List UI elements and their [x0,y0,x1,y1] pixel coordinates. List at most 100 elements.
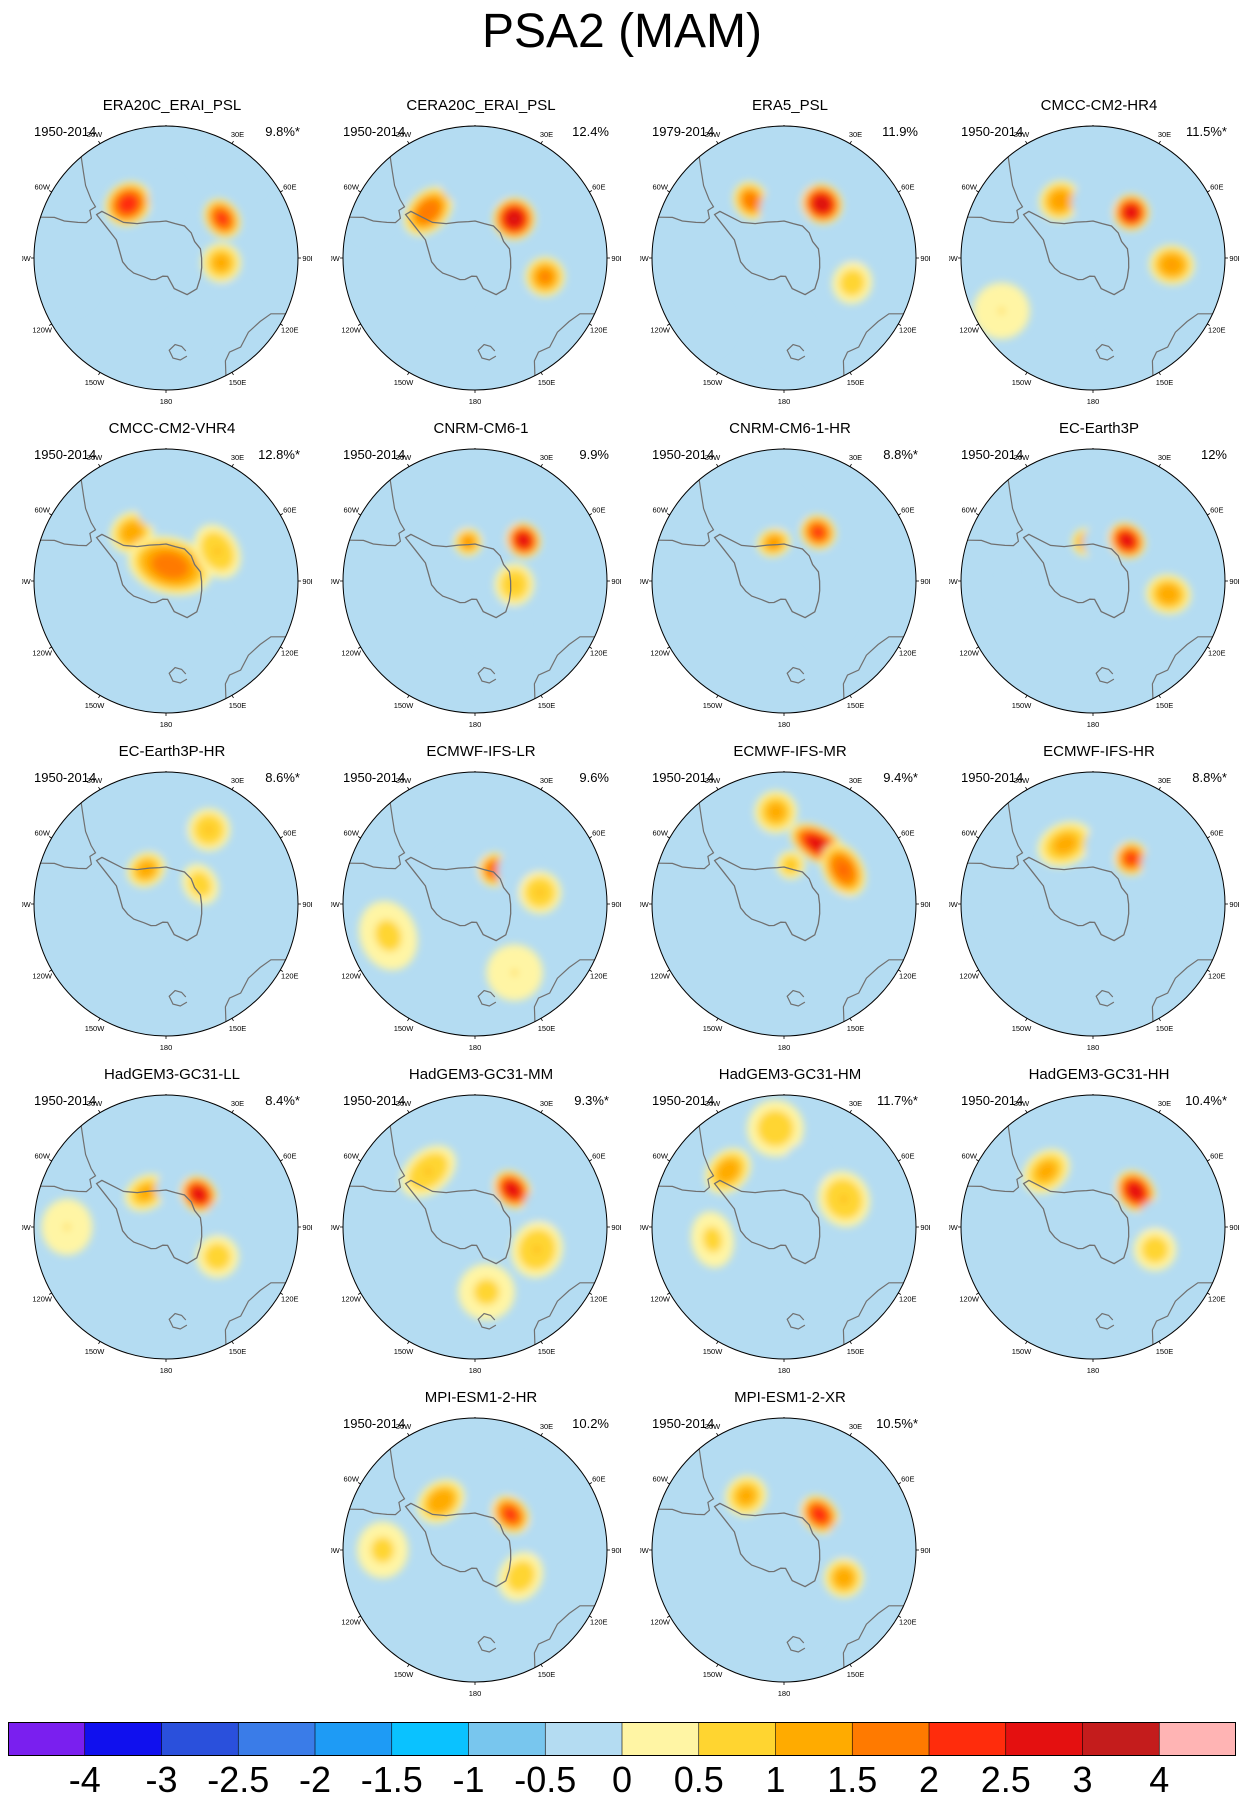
anomaly-contour [1141,1235,1169,1264]
colorbar-swatch [929,1722,1007,1756]
lon-label: 120E [899,649,917,658]
map-background [652,772,916,1036]
lon-tick [716,1341,719,1345]
lon-label: 150W [1012,1347,1033,1356]
map-panel: ECMWF-IFS-MR1950-20149.4%*030E60E90E120E… [640,743,940,1053]
panel-explained-variance: 8.6%* [265,770,300,785]
anomaly-contour [1075,184,1111,221]
lon-tick [589,1615,593,1618]
lon-label: 30W [705,776,721,785]
lon-tick [407,1109,410,1113]
lon-label: 60W [652,1152,668,1161]
anomaly-contour [212,253,231,272]
antarctica-coastline [95,210,203,296]
lon-tick [1025,1109,1028,1113]
lon-label: 90E [920,577,930,586]
lon-label: 150W [394,378,415,387]
lon-tick [849,695,852,699]
lon-label: 150E [1156,378,1174,387]
anomaly-contour [528,1191,563,1226]
lon-label: 90W [22,1223,32,1232]
polar-map: 030E60E90E120E150E180150W120W90W60W30W [22,771,312,1051]
lon-tick [280,836,284,839]
lon-label: 150E [847,1347,865,1356]
panel-explained-variance: 8.8%* [883,447,918,462]
anomaly-contour [841,231,870,260]
lon-label: 60E [283,829,296,838]
anomaly-contour [1085,1173,1115,1203]
figure-title: PSA2 (MAM) [481,5,763,58]
polar-map: 030E60E90E120E150E180150W120W90W60W30W [949,771,1239,1051]
south-america-coastline [967,479,1024,547]
lon-label: 90E [611,900,621,909]
map-background [961,772,1225,1036]
new-zealand-coastline [477,989,497,1007]
lon-label: 120W [341,1295,362,1304]
lon-tick [666,969,670,972]
lon-label: 180 [469,1043,482,1051]
lon-tick [975,969,979,972]
colorbar-swatch [1005,1722,1083,1756]
lon-label: 30E [231,776,244,785]
lon-label: 60W [34,506,50,515]
anomaly-contour [117,193,139,215]
new-zealand-coastline [477,1635,497,1653]
anomaly-contour [1103,1302,1110,1308]
lon-label: 90W [22,900,32,909]
new-zealand-coastline [477,666,497,684]
lon-label: 120E [590,326,608,335]
lon-tick [975,836,979,839]
panel-explained-variance: 8.8%* [1192,770,1227,785]
panel-title: ERA5_PSL [752,97,828,114]
australia-coastline [224,1282,286,1345]
lon-tick [48,969,52,972]
panel-title: MPI-ESM1-2-HR [424,1389,538,1406]
lon-label: 60E [283,1152,296,1161]
lon-label: 30E [849,130,862,139]
lon-label: 60W [34,1152,50,1161]
panel-explained-variance: 9.6% [579,770,609,785]
lon-label: 120W [959,326,980,335]
panel-title: HadGEM3-GC31-HM [718,1066,862,1083]
colorbar-label: -0.5 [514,1759,577,1800]
lon-tick [898,1292,902,1295]
lon-tick [1025,1341,1028,1345]
lon-label: 60E [592,506,605,515]
anomaly-contour [834,1524,864,1553]
lon-label: 30E [231,453,244,462]
lon-tick [666,1292,670,1295]
lon-label: 150E [847,378,865,387]
lon-tick [975,646,979,649]
colorbar-label: 4 [1149,1759,1170,1800]
panel-explained-variance: 10.2% [572,1416,609,1431]
lon-tick [280,646,284,649]
anomaly-contour [736,1486,756,1506]
colorbar-label: 3 [1072,1759,1093,1800]
map-panel: CNRM-CM6-11950-20149.9%030E60E90E120E150… [331,420,631,730]
lon-label: 90W [640,1223,650,1232]
lon-label: 30W [87,1099,103,1108]
lon-tick [1207,190,1211,193]
lon-tick [716,695,719,699]
map-background [34,1095,298,1359]
lon-tick [1207,513,1211,516]
lon-label: 90W [640,900,650,909]
lon-label: 150W [85,378,106,387]
anomaly-contour [742,192,760,210]
south-america-coastline [349,1448,406,1516]
new-zealand-coastline [786,666,806,684]
anomaly-contour [215,297,238,321]
antarctica-coastline [1022,856,1130,942]
australia-coastline [533,313,595,376]
lon-tick [407,786,410,790]
lon-label: 60E [592,829,605,838]
new-zealand-coastline [168,989,188,1007]
anomaly-contour [785,1145,828,1185]
lon-tick [231,1018,234,1022]
lon-label: 120W [959,972,980,981]
anomaly-contour [702,1226,723,1253]
lon-tick [98,140,101,144]
lon-tick [898,969,902,972]
lon-label: 120W [650,972,671,981]
lon-label: 30W [705,1099,721,1108]
